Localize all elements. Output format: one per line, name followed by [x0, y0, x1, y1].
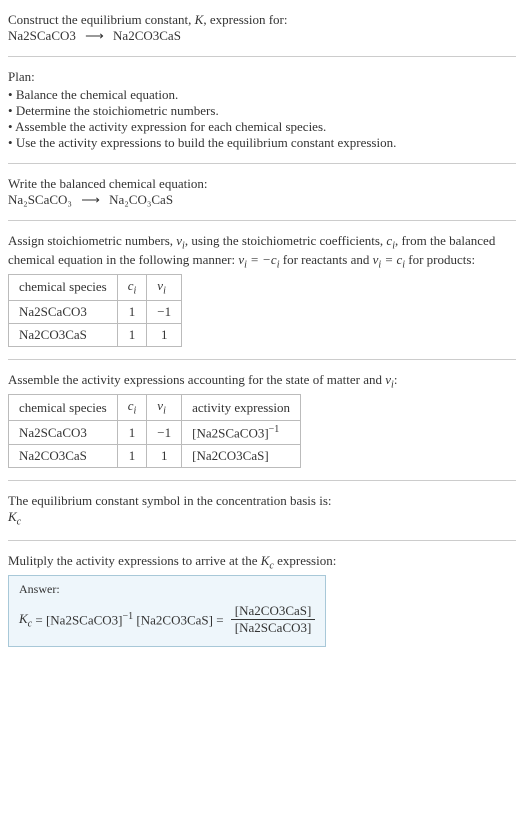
- plan-item: Balance the chemical equation.: [8, 87, 516, 103]
- assign-block: Assign stoichiometric numbers, νi, using…: [8, 229, 516, 351]
- col-species: chemical species: [9, 275, 118, 301]
- table-header-row: chemical species ci νi: [9, 275, 182, 301]
- table-row: Na2SCaCO3 1 −1: [9, 300, 182, 323]
- col-activity: activity expression: [182, 395, 301, 421]
- fraction-numerator: [Na2CO3CaS]: [231, 603, 316, 620]
- ci-symbol: ci: [386, 233, 395, 248]
- reaction-lhs: Na2SCaCO3: [8, 28, 76, 43]
- assign-e: for products:: [405, 252, 475, 267]
- cell-nui: 1: [147, 445, 182, 468]
- kc-left: Kc: [19, 611, 32, 630]
- assemble-text: Assemble the activity expressions accoun…: [8, 372, 516, 391]
- divider: [8, 540, 516, 541]
- prompt-prefix: Construct the equilibrium constant,: [8, 12, 195, 27]
- rel2: νi = ci: [373, 252, 405, 267]
- answer-box: Answer: Kc = [Na2SCaCO3]−1 [Na2CO3CaS] =…: [8, 575, 326, 647]
- cell-ci: 1: [117, 420, 147, 444]
- divider: [8, 56, 516, 57]
- divider: [8, 163, 516, 164]
- cell-activity: [Na2SCaCO3]−1: [182, 420, 301, 444]
- cell-ci: 1: [117, 323, 147, 346]
- multiply-block: Mulitply the activity expressions to arr…: [8, 549, 516, 652]
- table-row: Na2SCaCO3 1 −1 [Na2SCaCO3]−1: [9, 420, 301, 444]
- col-ci: ci: [117, 395, 147, 421]
- table-row: Na2CO3CaS 1 1: [9, 323, 182, 346]
- col-ci: ci: [117, 275, 147, 301]
- kc-expression: Kc = [Na2SCaCO3]−1 [Na2CO3CaS] = [Na2CO3…: [19, 603, 315, 636]
- cell-nui: −1: [147, 420, 182, 444]
- reaction-arrow: ⟶: [79, 28, 110, 43]
- balanced-equation: Na₂SCaCO₃ ⟶ Na₂CO₃CaS: [8, 192, 516, 208]
- cell-ci: 1: [117, 445, 147, 468]
- plan-block: Plan: Balance the chemical equation. Det…: [8, 65, 516, 155]
- answer-label: Answer:: [19, 582, 315, 597]
- plan-item: Determine the stoichiometric numbers.: [8, 103, 516, 119]
- multiply-line: Mulitply the activity expressions to arr…: [8, 553, 516, 572]
- divider: [8, 359, 516, 360]
- plan-item: Assemble the activity expression for eac…: [8, 119, 516, 135]
- divider: [8, 480, 516, 481]
- kc-symbol: Kc: [8, 509, 516, 528]
- plan-item: Use the activity expressions to build th…: [8, 135, 516, 151]
- table-header-row: chemical species ci νi activity expressi…: [9, 395, 301, 421]
- balanced-intro: Write the balanced chemical equation:: [8, 176, 516, 192]
- assign-text: Assign stoichiometric numbers, νi, using…: [8, 233, 495, 267]
- assign-d: for reactants and: [280, 252, 373, 267]
- divider: [8, 220, 516, 221]
- nu-symbol: νi: [176, 233, 185, 248]
- balanced-arrow: ⟶: [75, 192, 106, 207]
- cell-nui: −1: [147, 300, 182, 323]
- balanced-block: Write the balanced chemical equation: Na…: [8, 172, 516, 212]
- col-nui: νi: [147, 395, 182, 421]
- symbol-block: The equilibrium constant symbol in the c…: [8, 489, 516, 532]
- reaction-rhs: Na2CO3CaS: [113, 28, 181, 43]
- prompt-block: Construct the equilibrium constant, K, e…: [8, 8, 516, 48]
- stoich-table-1: chemical species ci νi Na2SCaCO3 1 −1 Na…: [8, 274, 182, 347]
- symbol-line: The equilibrium constant symbol in the c…: [8, 493, 516, 509]
- table-row: Na2CO3CaS 1 1 [Na2CO3CaS]: [9, 445, 301, 468]
- cell-ci: 1: [117, 300, 147, 323]
- kc-equals: = [Na2SCaCO3]−1 [Na2CO3CaS] =: [32, 611, 227, 628]
- prompt-line1: Construct the equilibrium constant, K, e…: [8, 12, 516, 28]
- plan-title: Plan:: [8, 69, 516, 85]
- balanced-rhs: Na₂CO₃CaS: [109, 192, 173, 207]
- fraction-denominator: [Na2SCaCO3]: [231, 620, 316, 636]
- cell-species: Na2SCaCO3: [9, 300, 118, 323]
- balanced-lhs: Na₂SCaCO₃: [8, 192, 72, 207]
- cell-activity: [Na2CO3CaS]: [182, 445, 301, 468]
- cell-species: Na2CO3CaS: [9, 445, 118, 468]
- assign-b: , using the stoichiometric coefficients,: [185, 233, 387, 248]
- assemble-block: Assemble the activity expressions accoun…: [8, 368, 516, 473]
- rel1: νi = −ci: [238, 252, 279, 267]
- prompt-reaction: Na2SCaCO3 ⟶ Na2CO3CaS: [8, 28, 516, 44]
- kc-fraction: [Na2CO3CaS] [Na2SCaCO3]: [231, 603, 316, 636]
- prompt-suffix: , expression for:: [203, 12, 287, 27]
- cell-nui: 1: [147, 323, 182, 346]
- assign-a: Assign stoichiometric numbers,: [8, 233, 176, 248]
- cell-species: Na2CO3CaS: [9, 323, 118, 346]
- cell-species: Na2SCaCO3: [9, 420, 118, 444]
- plan-list: Balance the chemical equation. Determine…: [8, 87, 516, 151]
- col-species: chemical species: [9, 395, 118, 421]
- stoich-table-2: chemical species ci νi activity expressi…: [8, 394, 301, 468]
- col-nui: νi: [147, 275, 182, 301]
